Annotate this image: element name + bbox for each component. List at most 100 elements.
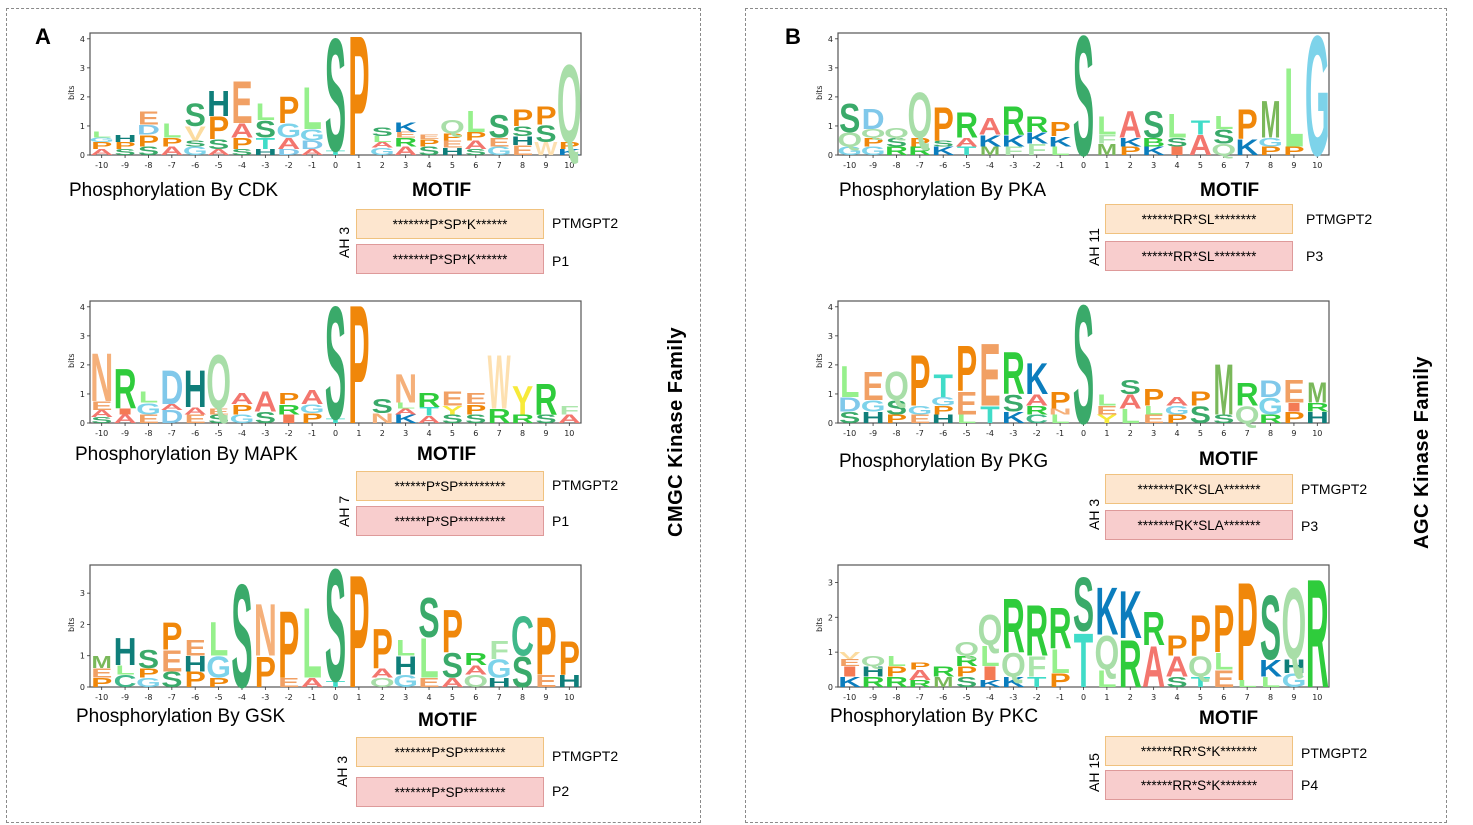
- logo-letter-S: S: [185, 97, 206, 133]
- y-tick-label: 3: [828, 64, 833, 73]
- logo-letter-K: K: [1049, 134, 1072, 149]
- logo-letter-T: T: [326, 679, 345, 689]
- x-tick-label: 2: [1128, 429, 1133, 438]
- logo-letter-L: L: [980, 640, 999, 672]
- y-tick-label: 0: [80, 683, 85, 692]
- y-tick-label: 2: [828, 93, 833, 102]
- logo-letter-Q: Q: [1211, 141, 1236, 159]
- logo-letter-L: L: [373, 135, 392, 144]
- logo-letter-P: P: [348, 270, 369, 459]
- logo-letter-P: P: [231, 135, 252, 153]
- logo-letter-R: R: [955, 106, 978, 146]
- x-tick-label: 1: [356, 693, 361, 702]
- logo-letter-G: G: [393, 672, 418, 691]
- logo-letter-H: H: [114, 133, 137, 144]
- x-tick-label: 8: [1268, 429, 1273, 438]
- logo-letter-R: R: [534, 375, 557, 424]
- x-tick-label: 5: [1198, 429, 1203, 438]
- logo-letter-P: P: [418, 138, 439, 149]
- logo-letter-A: A: [978, 112, 1001, 139]
- logo-letter-H: H: [1306, 409, 1329, 427]
- x-tick-label: 1: [1104, 693, 1109, 702]
- logo-letter-R: R: [114, 358, 137, 421]
- x-tick-label: 6: [473, 429, 478, 438]
- logo-cdk: 0 1 2 3 4 bits -10 A P G L -9 S P H -8 S P D E -7 A P L -6 G S V S -5…: [60, 1, 585, 193]
- x-tick-label: 7: [497, 429, 502, 438]
- logo-letter-A: A: [394, 407, 417, 416]
- logo-letter-B: B: [1142, 136, 1165, 150]
- logo-letter-K: K: [1236, 135, 1259, 160]
- x-tick-label: -6: [939, 429, 947, 438]
- logo-letter-A: A: [371, 666, 394, 680]
- motif-header-pkc: MOTIF: [1199, 708, 1259, 729]
- motif-predicted-src-gsk: PTMGPT2: [552, 748, 619, 764]
- logo-letter-S: S: [91, 416, 112, 425]
- logo-letter-P: P: [1120, 144, 1141, 158]
- y-tick-label: 1: [828, 390, 833, 399]
- logo-letter-R: R: [1025, 112, 1048, 137]
- logo-letter-A: A: [207, 148, 230, 157]
- x-tick-label: -9: [869, 693, 877, 702]
- logo-letter-P: P: [1213, 592, 1234, 668]
- logo-letter-P: P: [442, 132, 463, 143]
- logo-letter-A: A: [558, 412, 581, 426]
- motif-predicted-src-pkc: PTMGPT2: [1301, 745, 1368, 761]
- logo-svg: 01234bits-10SAEN-9AIR-8EGL-7DAD-6EAH-5SE…: [67, 270, 582, 459]
- x-tick-label: 8: [520, 161, 525, 170]
- x-tick-label: 7: [497, 693, 502, 702]
- caption-pkc: Phosphorylation By PKC: [830, 706, 1039, 727]
- motif-predicted-gsk: *******P*SP********: [356, 737, 544, 767]
- ah-label-pka: AH 11: [1086, 228, 1102, 266]
- family-label-agc: AGC Kinase Family: [1411, 355, 1433, 549]
- logo-letter-E: E: [1096, 404, 1117, 418]
- logo-letter-Y: Y: [442, 404, 463, 418]
- logo-letter-S: S: [208, 137, 229, 152]
- logo-letter-A: A: [184, 406, 207, 417]
- logo-letter-S: S: [1003, 389, 1024, 416]
- logo-letter-S: S: [325, 535, 346, 715]
- logo-letter-V: V: [185, 122, 207, 145]
- x-tick-label: -6: [191, 693, 199, 702]
- logo-letter-L: L: [1121, 405, 1140, 428]
- logo-letter-S: S: [255, 409, 276, 427]
- x-tick-label: 0: [333, 161, 338, 170]
- logo-letter-H: H: [1282, 655, 1305, 677]
- logo-letter-S: S: [114, 148, 135, 157]
- logo-letter-D: D: [862, 104, 885, 135]
- logo-letter-D: D: [838, 393, 861, 416]
- y-tick-label: 3: [80, 589, 85, 598]
- panel-label-a: A: [35, 24, 51, 49]
- x-tick-label: 8: [1268, 693, 1273, 702]
- y-tick-label: 1: [80, 122, 85, 131]
- logo-letter-F: F: [1027, 141, 1046, 159]
- motif-known-cdk: *******P*SP*K******: [356, 244, 544, 274]
- logo-letter-L: L: [396, 401, 415, 410]
- x-tick-label: 2: [380, 693, 385, 702]
- logo-letter-E: E: [208, 407, 229, 416]
- logo-letter-R: R: [1002, 98, 1025, 144]
- motif-predicted-cdk: *******P*SP*K******: [356, 209, 544, 239]
- logo-letter-Q: Q: [440, 118, 465, 138]
- logo-letter-D: D: [160, 360, 183, 414]
- logo-letter-Q: Q: [978, 606, 1003, 655]
- logo-letter-L: L: [1050, 412, 1069, 426]
- logo-letter-R: R: [1306, 401, 1329, 415]
- caption-gsk: Phosphorylation By GSK: [76, 706, 286, 727]
- logo-letter-S: S: [512, 649, 533, 697]
- motif-known-pkc: ******RR*S*K*******: [1105, 770, 1293, 800]
- motif-predicted-src-pka: PTMGPT2: [1306, 211, 1373, 227]
- y-tick-label: 3: [828, 578, 833, 587]
- logo-letter-G: G: [183, 144, 208, 158]
- x-tick-label: -9: [869, 161, 877, 170]
- logo-letter-R: R: [1002, 582, 1025, 670]
- x-tick-label: -5: [963, 161, 971, 170]
- x-tick-label: -4: [238, 161, 246, 170]
- y-tick-label: 0: [80, 151, 85, 160]
- logo-letter-K: K: [558, 148, 581, 157]
- logo-letter-P: P: [465, 402, 486, 417]
- logo-letter-R: R: [1049, 597, 1072, 661]
- motif-predicted-pka: ******RR*SL********: [1105, 204, 1293, 234]
- logo-letter-E: E: [535, 672, 556, 691]
- logo-letter-S: S: [535, 120, 556, 147]
- motif-known-src-cdk: P1: [552, 253, 570, 269]
